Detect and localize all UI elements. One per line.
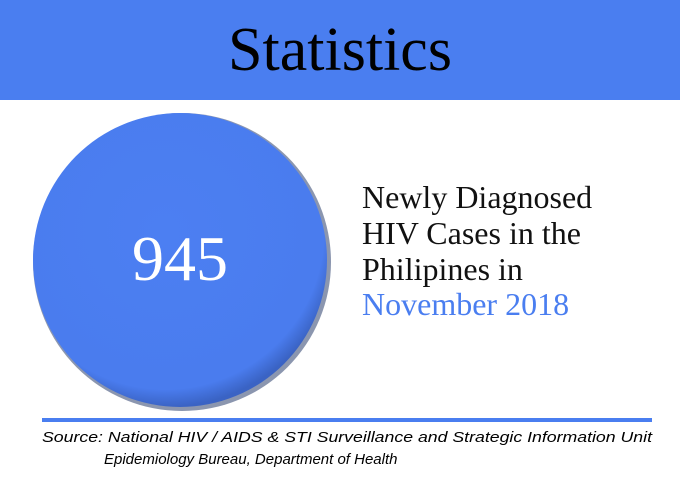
description-line: HIV Cases in the — [362, 215, 581, 251]
description-line: Newly Diagnosed — [362, 179, 592, 215]
description-highlight: November 2018 — [362, 286, 569, 322]
stat-value: 945 — [132, 223, 228, 294]
header-band — [0, 0, 680, 100]
stat-circle — [33, 113, 327, 407]
source-line: Epidemiology Bureau, Department of Healt… — [104, 451, 398, 468]
header-title: Statistics — [228, 16, 452, 84]
source-line: Source: National HIV / AIDS & STI Survei… — [42, 429, 653, 446]
description-line: Philipines in — [362, 251, 523, 287]
divider — [42, 418, 652, 422]
